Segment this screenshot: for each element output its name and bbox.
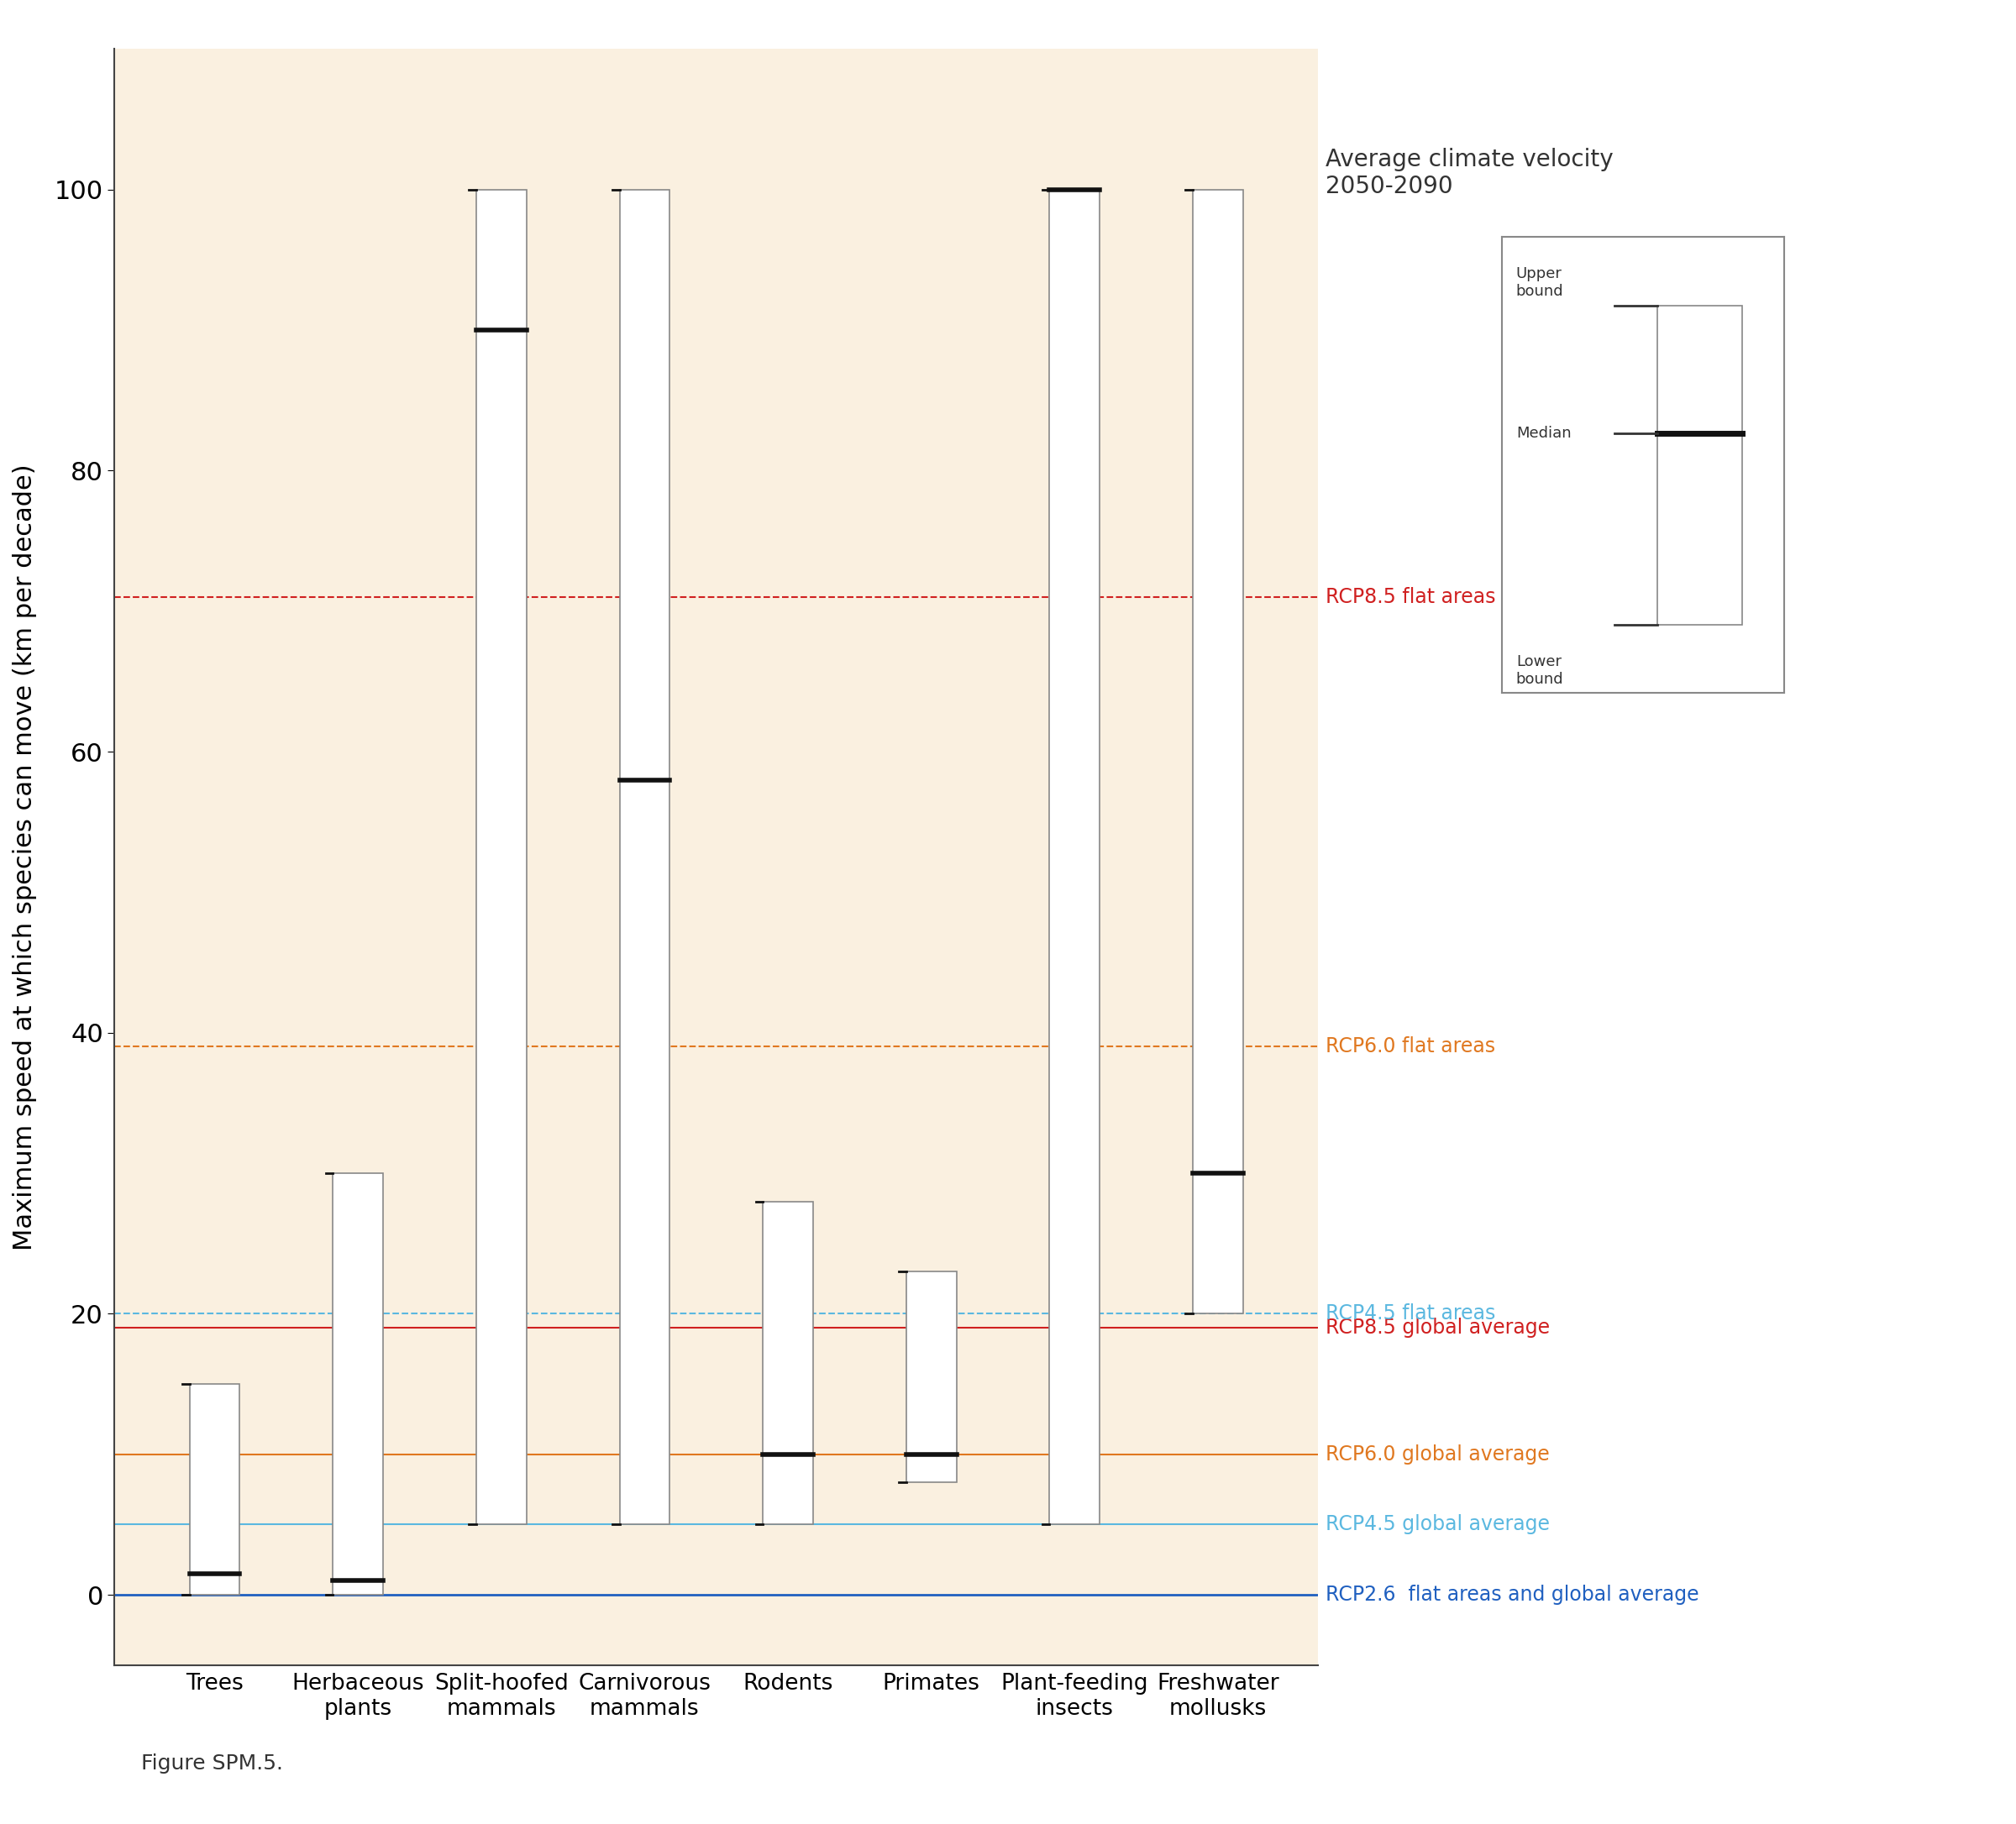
Bar: [476, 190, 526, 1525]
Bar: [762, 1202, 812, 1525]
Bar: [333, 1173, 383, 1594]
Text: RCP8.5 global average: RCP8.5 global average: [1325, 1317, 1550, 1337]
Text: RCP4.5 flat areas: RCP4.5 flat areas: [1325, 1304, 1496, 1324]
Text: Median: Median: [1516, 425, 1570, 441]
Bar: [1657, 305, 1742, 624]
Text: Upper
bound: Upper bound: [1516, 266, 1564, 299]
Text: Average climate velocity
2050-2090: Average climate velocity 2050-2090: [1325, 148, 1613, 199]
Bar: [1193, 190, 1244, 1313]
Text: RCP8.5 flat areas: RCP8.5 flat areas: [1325, 587, 1496, 607]
Text: RCP6.0 global average: RCP6.0 global average: [1325, 1445, 1550, 1465]
Text: Figure SPM.5.: Figure SPM.5.: [141, 1753, 282, 1773]
Text: RCP4.5 global average: RCP4.5 global average: [1325, 1514, 1550, 1534]
Text: RCP2.6  flat areas and global average: RCP2.6 flat areas and global average: [1325, 1585, 1699, 1605]
Bar: [619, 190, 669, 1525]
Bar: [1050, 190, 1099, 1525]
Y-axis label: Maximum speed at which species can move (km per decade): Maximum speed at which species can move …: [12, 463, 36, 1249]
Bar: [190, 1384, 240, 1594]
Text: Lower
bound: Lower bound: [1516, 655, 1564, 686]
Bar: [905, 1271, 956, 1483]
Text: RCP6.0 flat areas: RCP6.0 flat areas: [1325, 1036, 1496, 1056]
